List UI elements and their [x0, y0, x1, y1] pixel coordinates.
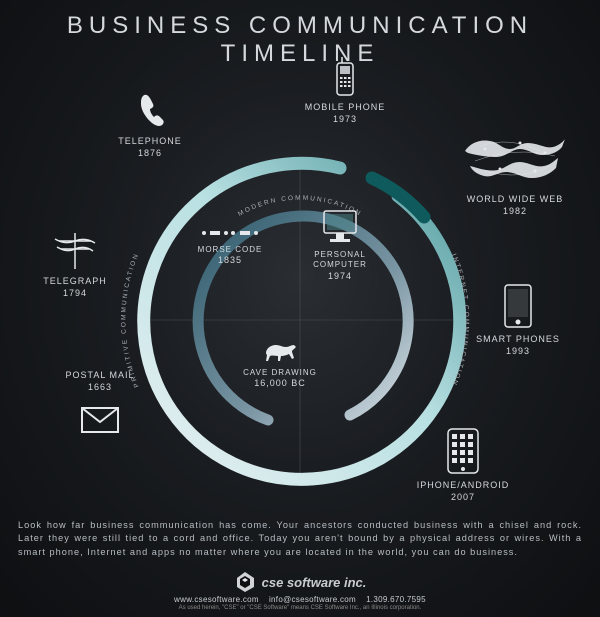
- node-www: WORLD WIDE WEB 1982: [450, 130, 580, 217]
- node-morse: MORSE CODE 1835: [190, 225, 270, 267]
- apps-icon: [408, 426, 518, 476]
- company-name: cse software inc.: [262, 575, 367, 590]
- contact-line: www.csesoftware.com info@csesoftware.com…: [0, 595, 600, 604]
- node-telephone: TELEPHONE 1876: [110, 90, 190, 159]
- pc-icon: [300, 208, 380, 246]
- morse-icon: [190, 225, 270, 241]
- legal-text: As used herein, "CSE" or "CSE Software" …: [0, 605, 600, 611]
- node-pc: PERSONAL COMPUTER 1974: [300, 208, 380, 282]
- node-smartphone: SMART PHONES 1993: [468, 282, 568, 357]
- horse-icon: [235, 338, 325, 364]
- node-telegraph: TELEGRAPH 1794: [30, 230, 120, 299]
- company-logo-icon: [234, 571, 256, 593]
- node-iphone: IPHONE/ANDROID 2007: [408, 426, 518, 503]
- node-postal: POSTAL MAIL 1663: [55, 370, 145, 445]
- node-mobile: MOBILE PHONE 1973: [300, 56, 390, 125]
- footer: cse software inc. www.csesoftware.com in…: [0, 571, 600, 611]
- telegraph-icon: [30, 230, 120, 272]
- smartphone-icon: [468, 282, 568, 330]
- mail-icon: [55, 399, 145, 441]
- description-text: Look how far business communication has …: [18, 519, 582, 559]
- mobile-icon: [300, 56, 390, 98]
- globe-icon: [450, 130, 580, 190]
- phone-icon: [110, 90, 190, 132]
- node-cave: CAVE DRAWING 16,000 BC: [235, 338, 325, 390]
- timeline-diagram: MODERN COMMUNICATION INTERNET COMMUNICAT…: [0, 50, 600, 510]
